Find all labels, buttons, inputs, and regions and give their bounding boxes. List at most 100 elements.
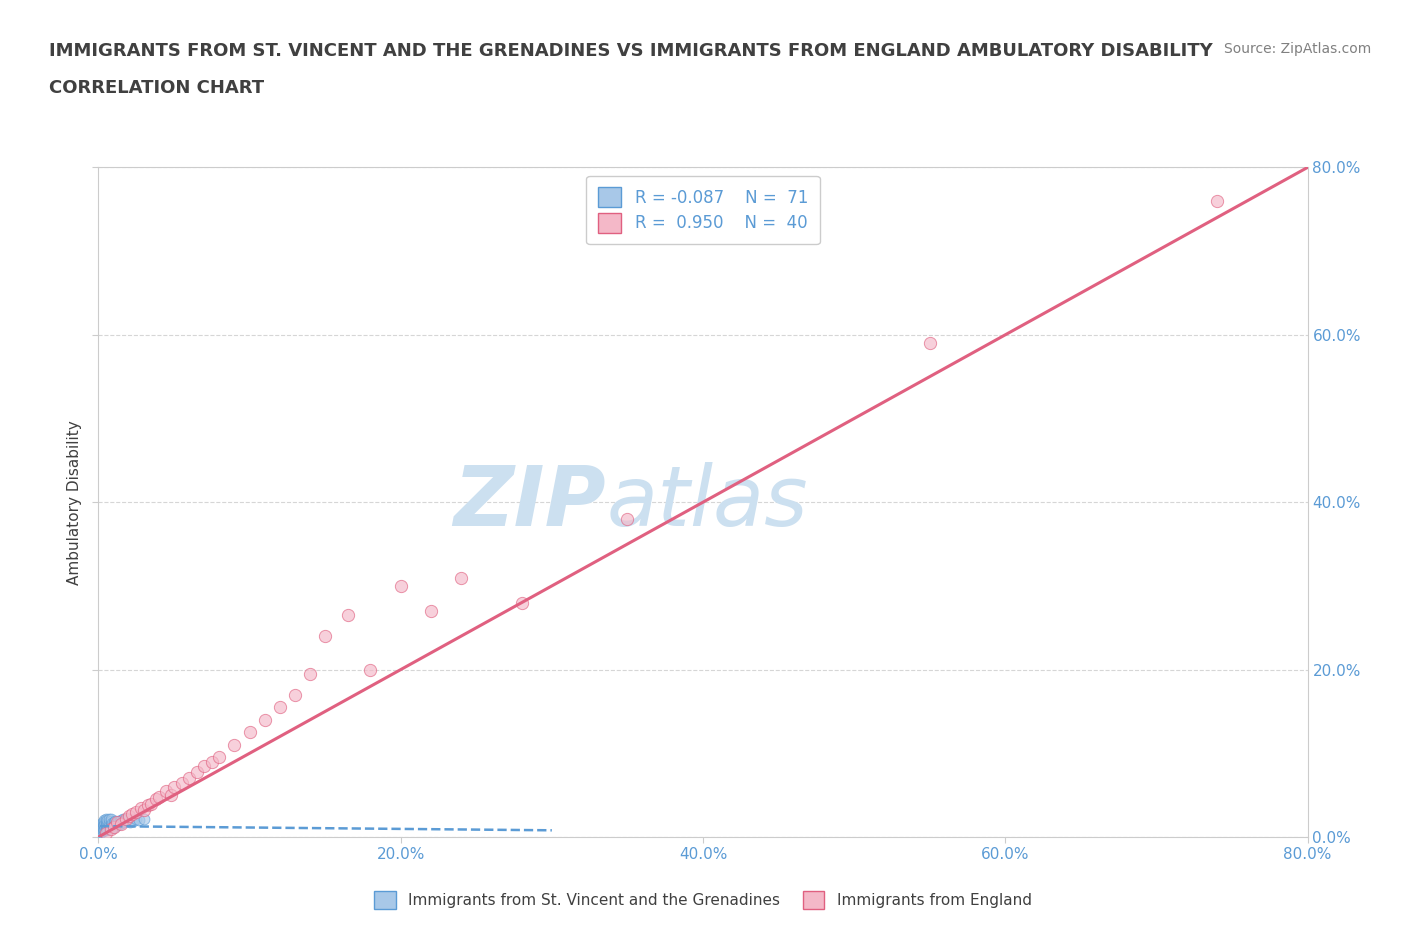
Point bbox=[90, 824, 112, 839]
Text: Source: ZipAtlas.com: Source: ZipAtlas.com bbox=[1223, 42, 1371, 56]
Point bbox=[103, 819, 125, 834]
Point bbox=[114, 811, 136, 826]
Point bbox=[224, 737, 246, 752]
Point bbox=[121, 806, 143, 821]
Point bbox=[118, 809, 141, 824]
Point bbox=[93, 817, 115, 832]
Point bbox=[101, 816, 124, 830]
Point bbox=[94, 817, 117, 831]
Point bbox=[115, 812, 138, 827]
Text: atlas: atlas bbox=[606, 461, 808, 543]
Point bbox=[91, 821, 114, 836]
Point bbox=[91, 820, 114, 835]
Point bbox=[100, 818, 122, 833]
Point bbox=[918, 336, 941, 351]
Point bbox=[170, 776, 193, 790]
Point bbox=[145, 792, 167, 807]
Point bbox=[163, 779, 186, 794]
Point bbox=[110, 817, 132, 832]
Point bbox=[179, 771, 201, 786]
Point bbox=[93, 823, 115, 838]
Point bbox=[90, 825, 112, 840]
Point bbox=[96, 822, 118, 837]
Point bbox=[94, 823, 117, 838]
Point bbox=[284, 687, 307, 702]
Point bbox=[89, 823, 111, 838]
Point bbox=[299, 667, 322, 682]
Point bbox=[160, 788, 183, 803]
Point bbox=[132, 803, 155, 817]
Point bbox=[269, 700, 291, 715]
Point bbox=[100, 821, 122, 836]
Point bbox=[98, 812, 121, 827]
Text: ZIP: ZIP bbox=[454, 461, 606, 543]
Point bbox=[128, 813, 150, 828]
Point bbox=[208, 750, 231, 764]
Point bbox=[90, 822, 112, 837]
Point bbox=[98, 815, 121, 830]
Point bbox=[103, 817, 125, 832]
Point bbox=[100, 814, 122, 829]
Legend: Immigrants from St. Vincent and the Grenadines, Immigrants from England: Immigrants from St. Vincent and the Gren… bbox=[367, 884, 1039, 916]
Point bbox=[103, 819, 125, 834]
Point bbox=[89, 821, 111, 836]
Point bbox=[122, 814, 145, 829]
Point bbox=[114, 813, 136, 828]
Point bbox=[96, 817, 118, 832]
Point bbox=[94, 814, 117, 829]
Point bbox=[239, 725, 262, 740]
Point bbox=[90, 819, 112, 834]
Point bbox=[94, 826, 117, 841]
Point bbox=[94, 821, 117, 836]
Point bbox=[93, 819, 115, 834]
Point bbox=[450, 570, 472, 585]
Point bbox=[91, 818, 114, 833]
Point bbox=[148, 790, 170, 804]
Point bbox=[110, 813, 132, 828]
Point bbox=[100, 817, 122, 831]
Point bbox=[104, 818, 127, 833]
Point bbox=[112, 814, 135, 829]
Y-axis label: Ambulatory Disability: Ambulatory Disability bbox=[66, 419, 82, 585]
Point bbox=[120, 815, 142, 830]
Point bbox=[141, 796, 163, 811]
Point bbox=[91, 815, 114, 830]
Point bbox=[108, 817, 131, 831]
Point bbox=[96, 820, 118, 835]
Point bbox=[111, 812, 134, 827]
Point bbox=[103, 815, 125, 830]
Point bbox=[616, 512, 638, 526]
Point bbox=[111, 815, 134, 830]
Point bbox=[125, 812, 148, 827]
Point bbox=[98, 817, 121, 832]
Point bbox=[201, 754, 224, 769]
Point bbox=[101, 817, 124, 832]
Point bbox=[110, 816, 132, 830]
Text: IMMIGRANTS FROM ST. VINCENT AND THE GRENADINES VS IMMIGRANTS FROM ENGLAND AMBULA: IMMIGRANTS FROM ST. VINCENT AND THE GREN… bbox=[49, 42, 1213, 60]
Point bbox=[93, 822, 115, 837]
Point bbox=[155, 783, 177, 798]
Point bbox=[193, 759, 215, 774]
Point bbox=[98, 821, 121, 836]
Point bbox=[107, 815, 129, 830]
Point bbox=[121, 813, 143, 828]
Point bbox=[94, 811, 117, 826]
Point bbox=[94, 818, 117, 833]
Point bbox=[389, 578, 412, 593]
Point bbox=[420, 604, 443, 618]
Point bbox=[93, 817, 115, 832]
Point bbox=[104, 817, 127, 831]
Point bbox=[89, 826, 111, 841]
Point bbox=[129, 800, 152, 815]
Point bbox=[91, 823, 114, 838]
Point bbox=[91, 824, 114, 839]
Point bbox=[105, 816, 128, 830]
Point bbox=[96, 813, 118, 828]
Point bbox=[118, 811, 141, 826]
Point bbox=[107, 817, 129, 832]
Point bbox=[93, 815, 115, 830]
Point bbox=[360, 662, 382, 677]
Point bbox=[336, 608, 359, 623]
Point bbox=[101, 820, 124, 835]
Point bbox=[125, 804, 148, 819]
